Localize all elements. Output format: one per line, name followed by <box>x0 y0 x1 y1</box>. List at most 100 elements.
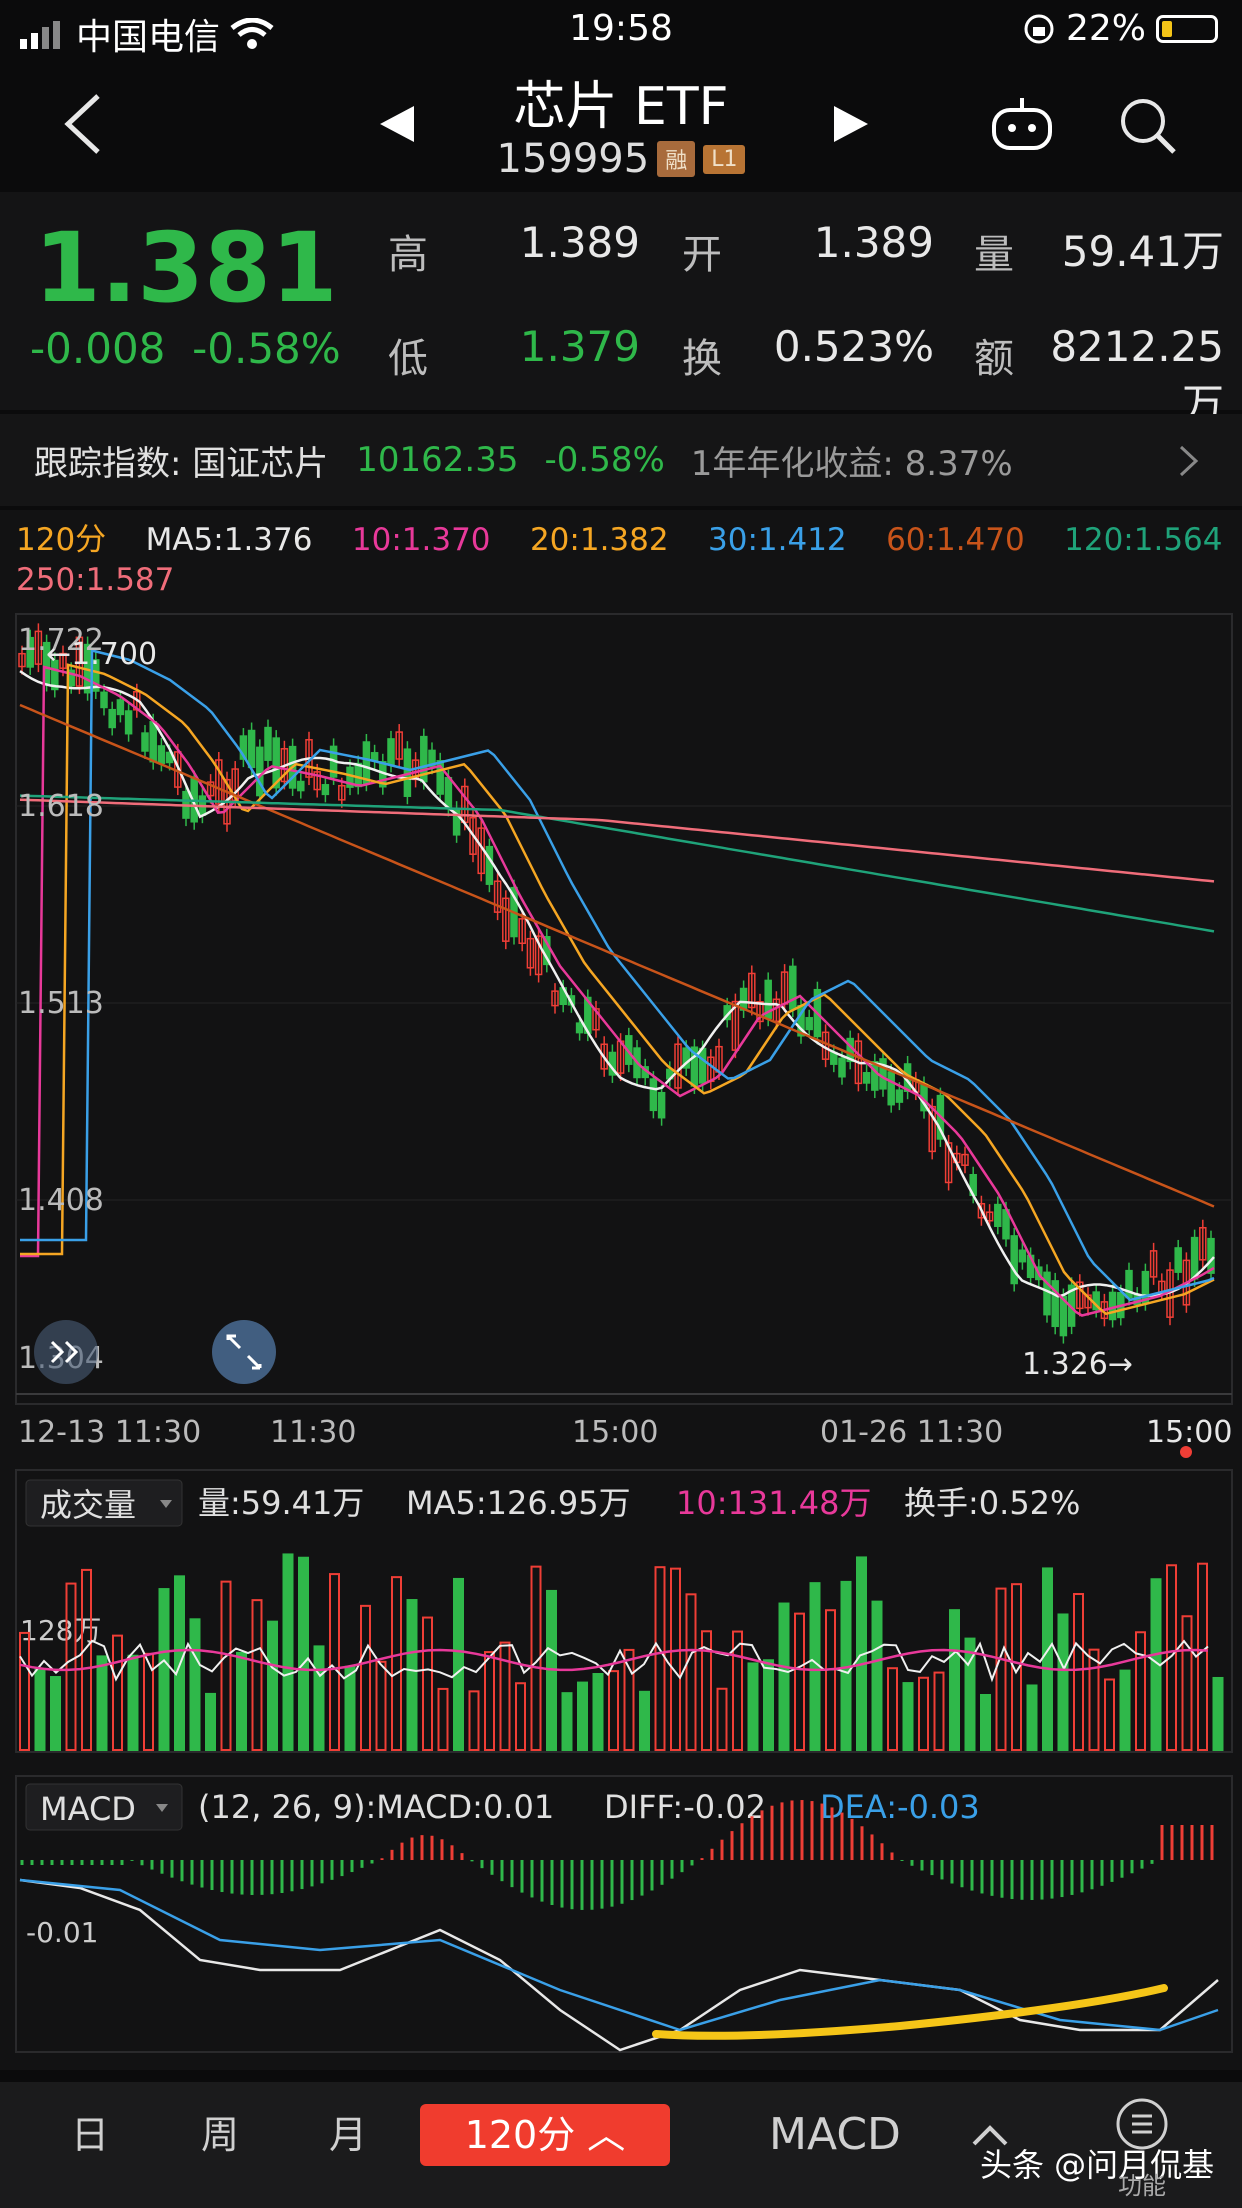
volume-bar <box>825 1609 836 1752</box>
fullscreen-button[interactable] <box>212 1320 276 1384</box>
tab-week[interactable]: 周 <box>200 2113 239 2157</box>
volume-bar <box>980 1694 991 1751</box>
ma-legend: 120分 MA5:1.376 10:1.370 20:1.382 30:1.41… <box>16 520 1236 600</box>
tab-month[interactable]: 月 <box>328 2113 367 2157</box>
candle-body <box>526 937 535 969</box>
battery: 22% <box>1022 8 1218 49</box>
carrier-name: 中国电信 <box>76 17 221 58</box>
macd-diff: DIFF:-0.02 <box>604 1788 766 1826</box>
volume-bar <box>344 1665 356 1752</box>
macd-selector[interactable]: MACD <box>25 1783 183 1831</box>
volume-bar <box>1119 1669 1131 1751</box>
period-label[interactable]: 120分 <box>16 522 107 558</box>
volume-bar <box>1088 1648 1100 1752</box>
volume-bar <box>933 1671 945 1751</box>
func-icon[interactable] <box>1114 2096 1170 2152</box>
ma5-label: MA5:1.376 <box>145 522 313 558</box>
level-tag: L1 <box>703 144 746 174</box>
vol-axis-label: 128万 <box>20 1614 101 1647</box>
volume-bar <box>251 1599 263 1751</box>
ma30-label: 30:1.412 <box>708 522 847 558</box>
macd-line <box>19 1878 1219 2052</box>
volume-bar <box>871 1600 883 1752</box>
low-label: 低 <box>388 336 428 382</box>
volume-label: 量 <box>974 232 1014 278</box>
volume-bar <box>887 1667 898 1751</box>
robot-icon[interactable] <box>990 96 1054 152</box>
candle-body <box>100 691 108 709</box>
open-value: 1.389 <box>813 218 934 267</box>
candle-body <box>51 659 59 691</box>
candle-body <box>944 1142 953 1184</box>
watermark: 头条 @问月侃基 <box>980 2146 1215 2184</box>
ma250-label: 250:1.587 <box>16 562 175 598</box>
candle-body <box>321 784 330 796</box>
candle-body <box>862 1072 871 1084</box>
high-value: 1.389 <box>519 218 640 267</box>
macd-params: (12, 26, 9):MACD:0.01 <box>198 1788 554 1826</box>
candle-body <box>682 1047 690 1069</box>
candle-body <box>239 735 248 760</box>
tracking-index-row[interactable]: 跟踪指数: 国证芯片 10162.35 -0.58% 1年年化收益: 8.37% <box>0 414 1242 506</box>
candle-body <box>18 652 26 668</box>
index-value: 10162.35 <box>356 440 519 480</box>
candle-body <box>985 1211 994 1222</box>
tab-120min[interactable]: 120分 ︿ <box>420 2104 670 2166</box>
candle-body <box>592 1008 600 1031</box>
candle-body <box>444 776 453 810</box>
battery-icon <box>1156 14 1218 43</box>
candle-body <box>395 731 403 760</box>
candle-body <box>157 745 166 765</box>
candle-body <box>354 762 362 788</box>
time-axis: 12-13 11:30 11:30 15:00 01-26 11:30 15:0… <box>18 1415 1232 1458</box>
volume-bar <box>422 1616 433 1751</box>
time-tick: 12-13 11:30 <box>18 1415 201 1450</box>
volume-value: 59.41万 <box>1061 227 1224 276</box>
stock-code: 159995 <box>496 136 650 182</box>
search-icon[interactable] <box>1118 96 1178 156</box>
ma10-label: 10:1.370 <box>351 522 491 558</box>
volume-bar <box>1181 1615 1193 1752</box>
volume-bar <box>484 1651 495 1752</box>
func-label[interactable]: 功能 <box>1118 2172 1166 2200</box>
volume-selector[interactable]: 成交量 <box>25 1479 183 1527</box>
kline-chart[interactable]: 1.722 1.618 1.513 1.408 1.304 ←1.700 1.3… <box>0 510 1242 2070</box>
candle-body <box>493 880 502 913</box>
tab-day[interactable]: 日 <box>70 2113 109 2157</box>
volume-bar <box>282 1553 294 1751</box>
candle-body <box>961 1153 969 1166</box>
candle-body <box>756 1001 764 1023</box>
volume-bar <box>406 1599 418 1752</box>
volume-bar <box>499 1641 511 1752</box>
volume-bar <box>158 1588 170 1751</box>
volume-bar <box>716 1687 728 1751</box>
hand-drawn-annotation <box>652 1984 1168 2040</box>
expand-left-button[interactable] <box>34 1320 98 1384</box>
volume-bars <box>19 1553 1224 1752</box>
page-title: 芯片 ETF <box>513 77 729 137</box>
back-icon[interactable] <box>60 92 104 156</box>
chart-area: 120分 MA5:1.376 10:1.370 20:1.382 30:1.41… <box>0 510 1242 2070</box>
candle-body <box>206 781 215 797</box>
candle-body <box>272 737 280 789</box>
volume-bar <box>50 1676 61 1751</box>
next-icon[interactable] <box>832 104 870 144</box>
ma-line <box>20 663 1215 1316</box>
ma-line <box>20 665 1215 1317</box>
volume-bar <box>701 1630 712 1752</box>
status-bar: 中国电信 19:58 22% <box>0 0 1242 60</box>
volume-bar <box>1197 1562 1208 1752</box>
volume-bar <box>127 1654 139 1751</box>
prev-icon[interactable] <box>378 104 416 144</box>
volume-bar <box>778 1602 790 1751</box>
volume-bar <box>592 1673 604 1751</box>
ma-line <box>20 648 1215 1302</box>
high-label: 高 <box>388 232 428 278</box>
turnover-value: 0.523% <box>773 322 934 371</box>
volume-bar <box>81 1568 92 1751</box>
candle-body <box>789 965 797 1010</box>
open-label: 开 <box>682 232 722 278</box>
chevron-up-icon[interactable] <box>970 2122 1010 2148</box>
tab-macd[interactable]: MACD <box>769 2109 901 2160</box>
candle-body <box>59 652 67 669</box>
